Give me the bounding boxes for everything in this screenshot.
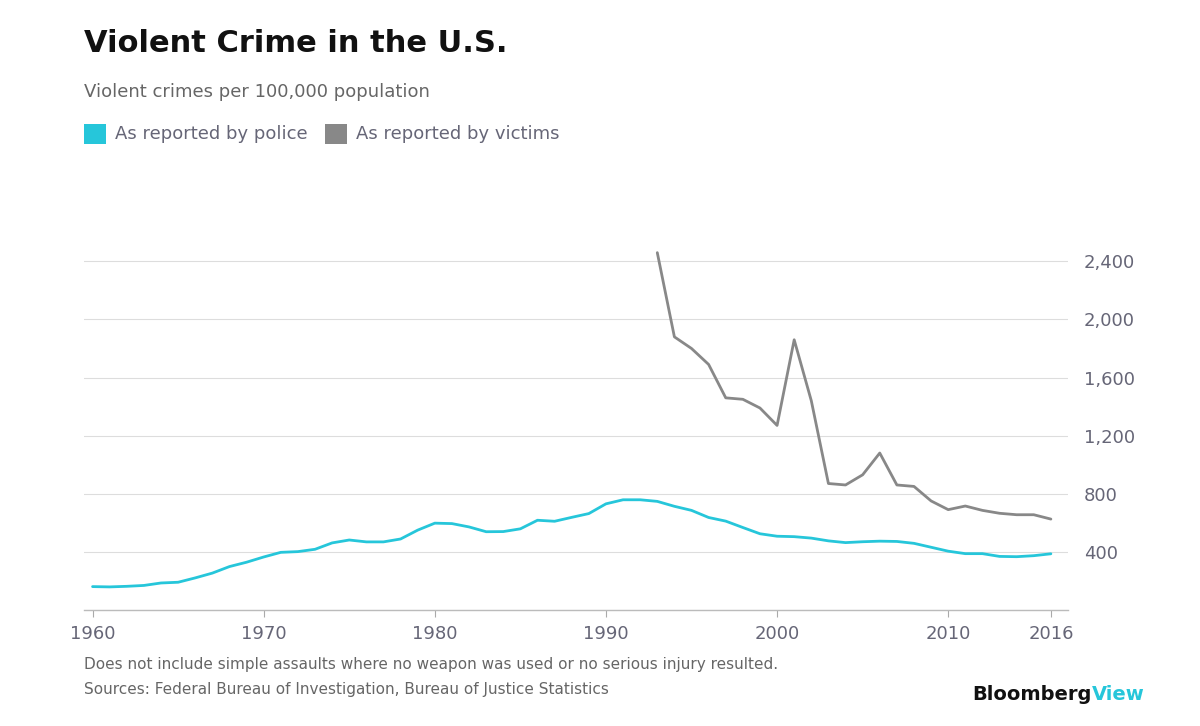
Text: Does not include simple assaults where no weapon was used or no serious injury r: Does not include simple assaults where n… <box>84 657 778 672</box>
Text: Violent Crime in the U.S.: Violent Crime in the U.S. <box>84 29 508 58</box>
Text: Violent crimes per 100,000 population: Violent crimes per 100,000 population <box>84 83 430 102</box>
Text: As reported by police: As reported by police <box>115 126 308 143</box>
Text: View: View <box>1092 685 1145 703</box>
Text: As reported by victims: As reported by victims <box>356 126 560 143</box>
Text: Bloomberg: Bloomberg <box>973 685 1092 703</box>
Text: Sources: Federal Bureau of Investigation, Bureau of Justice Statistics: Sources: Federal Bureau of Investigation… <box>84 682 608 698</box>
